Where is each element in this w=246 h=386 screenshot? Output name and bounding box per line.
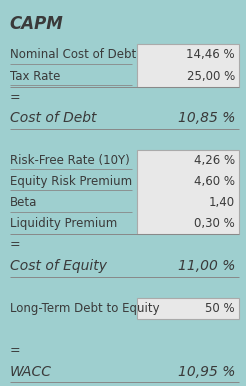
Text: Risk-Free Rate (10Y): Risk-Free Rate (10Y) [10,154,130,167]
Text: 25,00 %: 25,00 % [187,69,235,83]
Text: 50 %: 50 % [205,302,235,315]
Text: 11,00 %: 11,00 % [178,259,235,273]
Text: 14,46 %: 14,46 % [186,49,235,61]
Text: 4,60 %: 4,60 % [194,175,235,188]
Text: =: = [10,91,20,104]
Text: Liquidity Premium: Liquidity Premium [10,217,117,230]
Text: 10,95 %: 10,95 % [178,365,235,379]
FancyBboxPatch shape [137,44,239,86]
Text: =: = [10,239,20,251]
Text: Equity Risk Premium: Equity Risk Premium [10,175,132,188]
Text: Nominal Cost of Debt: Nominal Cost of Debt [10,49,136,61]
FancyBboxPatch shape [137,298,239,319]
Text: 0,30 %: 0,30 % [194,217,235,230]
Text: CAPM: CAPM [10,15,63,34]
Text: =: = [10,344,20,357]
Text: Tax Rate: Tax Rate [10,69,60,83]
Text: 4,26 %: 4,26 % [194,154,235,167]
Text: Beta: Beta [10,196,37,209]
Text: WACC: WACC [10,365,52,379]
Text: Cost of Debt: Cost of Debt [10,111,96,125]
Text: Cost of Equity: Cost of Equity [10,259,107,273]
Text: Long-Term Debt to Equity: Long-Term Debt to Equity [10,302,159,315]
Text: 10,85 %: 10,85 % [178,111,235,125]
Text: 1,40: 1,40 [209,196,235,209]
FancyBboxPatch shape [137,150,239,234]
